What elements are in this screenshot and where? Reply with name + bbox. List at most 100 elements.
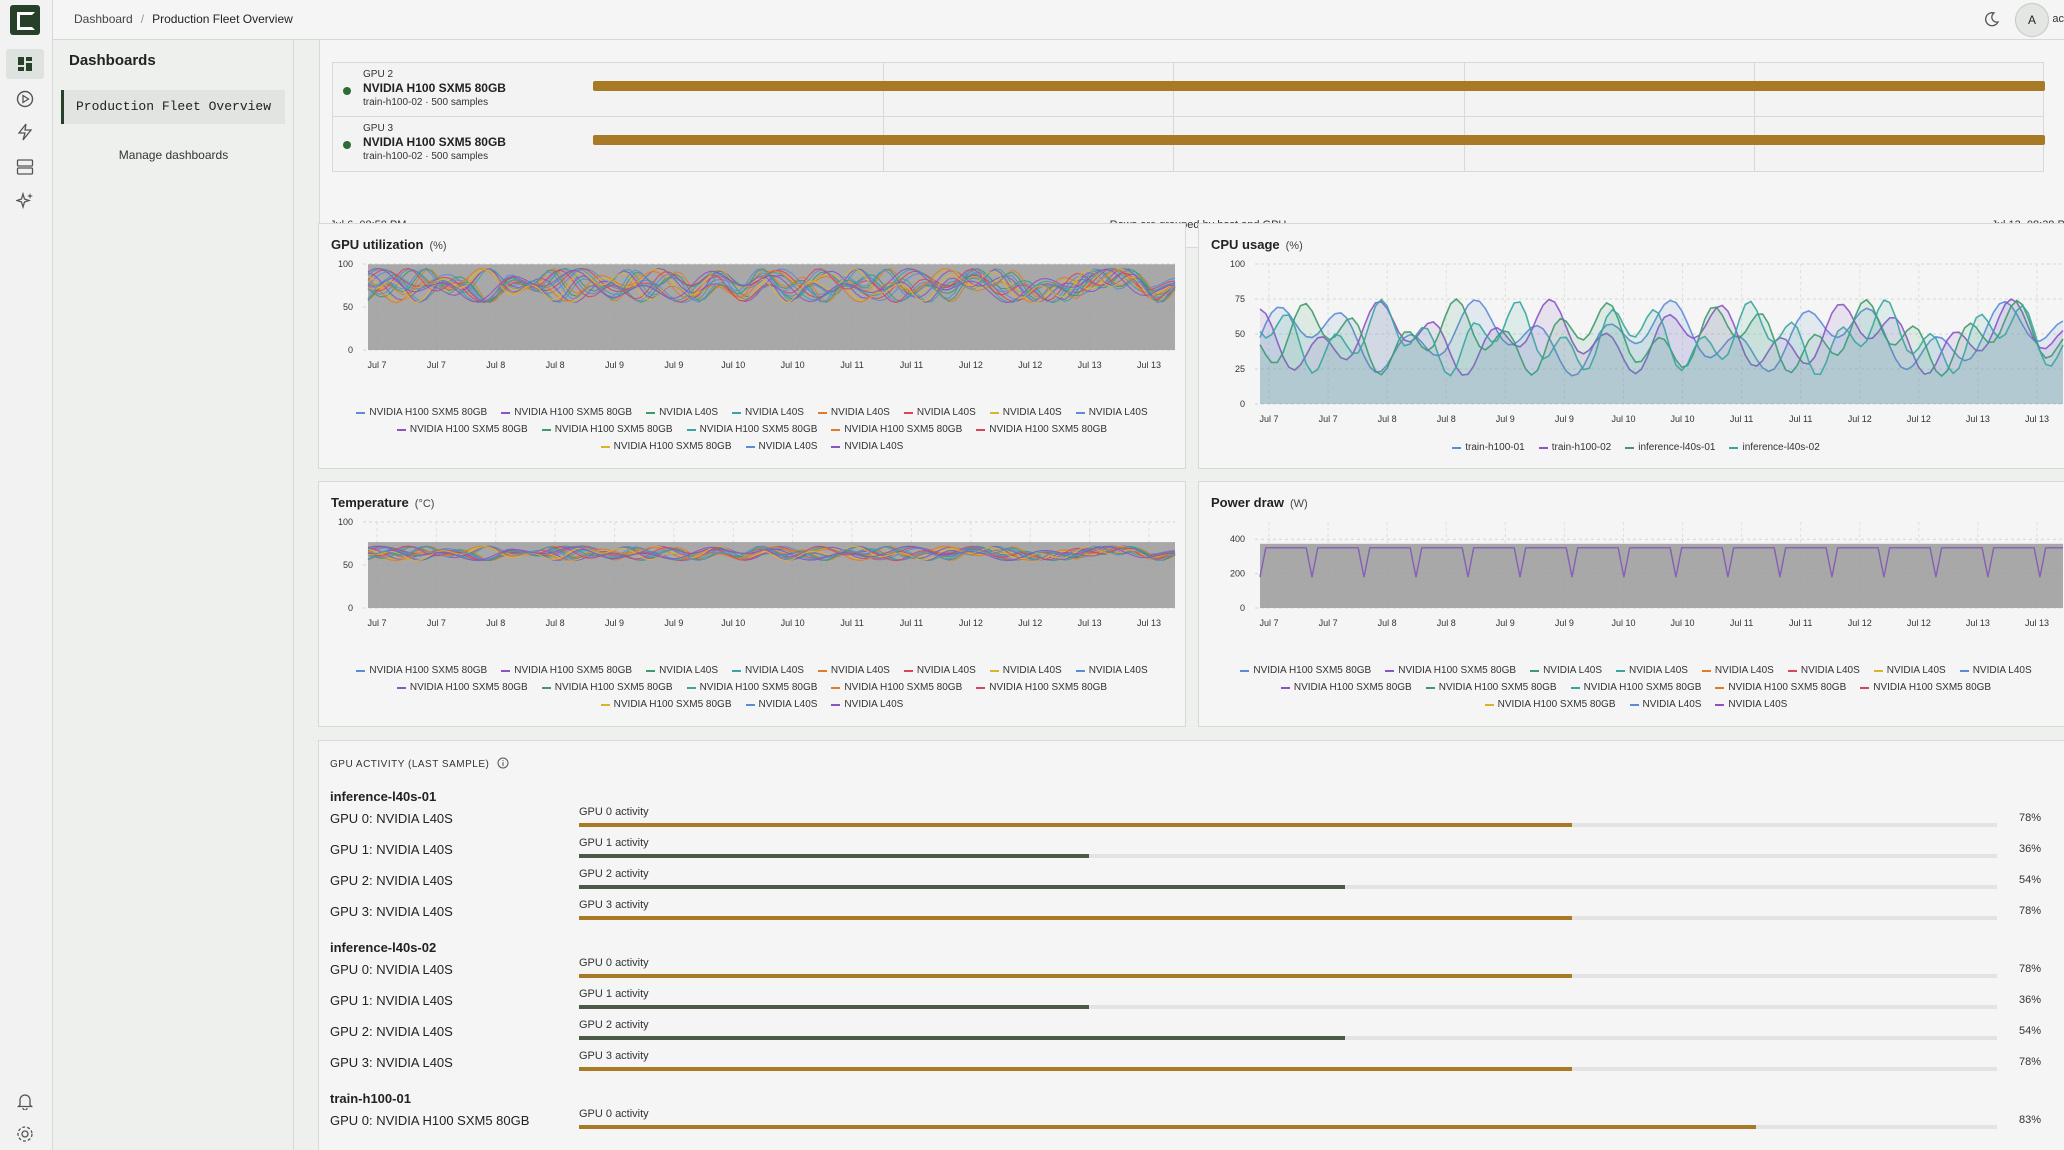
legend-item[interactable]: NVIDIA H100 SXM5 80GB xyxy=(396,682,528,693)
lightning-icon[interactable] xyxy=(13,120,37,144)
panel-unit: (°C) xyxy=(414,498,435,510)
x-tick-label: Jul 12 xyxy=(1907,618,1931,628)
legend-item[interactable]: NVIDIA H100 SXM5 80GB xyxy=(356,407,487,418)
legend-item[interactable]: NVIDIA L40S xyxy=(817,407,890,418)
activity-percent: 78% xyxy=(2019,812,2042,824)
legend-item[interactable]: NVIDIA H100 SXM5 80GB xyxy=(1570,682,1701,693)
legend-item[interactable]: NVIDIA L40S xyxy=(817,665,890,676)
legend-item[interactable]: NVIDIA L40S xyxy=(1075,407,1148,418)
legend-label: NVIDIA H100 SXM5 80GB xyxy=(989,682,1108,693)
legend-item[interactable]: NVIDIA L40S xyxy=(1873,665,1946,676)
manage-dashboards-link[interactable]: Manage dashboards xyxy=(118,148,229,162)
x-tick-label: Jul 8 xyxy=(546,618,565,628)
fleet-row[interactable]: GPU 3 NVIDIA H100 SXM5 80GB train-h100-0… xyxy=(332,117,2045,172)
info-icon[interactable] xyxy=(497,757,509,769)
legend-item[interactable]: NVIDIA L40S xyxy=(732,665,804,676)
y-tick-label: 50 xyxy=(343,302,353,312)
legend-item[interactable]: inference-l40s-01 xyxy=(1625,442,1715,453)
x-tick-label: Jul 12 xyxy=(959,360,983,370)
legend-item[interactable]: NVIDIA H100 SXM5 80GB xyxy=(831,424,962,435)
legend-item[interactable]: NVIDIA H100 SXM5 80GB xyxy=(1240,665,1371,676)
bell-icon[interactable] xyxy=(13,1089,37,1113)
legend-item[interactable]: NVIDIA L40S xyxy=(831,441,903,452)
legend-item[interactable]: NVIDIA L40S xyxy=(903,407,976,418)
activity-fill xyxy=(579,854,1090,858)
legend-item[interactable]: inference-l40s-02 xyxy=(1729,442,1820,453)
gpu-index: GPU 2 xyxy=(363,69,394,80)
legend-item[interactable]: NVIDIA L40S xyxy=(745,699,817,710)
legend-item[interactable]: NVIDIA H100 SXM5 80GB xyxy=(600,441,732,452)
legend-item[interactable]: NVIDIA L40S xyxy=(1787,665,1860,676)
legend-item[interactable]: NVIDIA H100 SXM5 80GB xyxy=(1425,682,1557,693)
legend-item[interactable]: train-h100-01 xyxy=(1452,442,1525,453)
legend-item[interactable]: NVIDIA L40S xyxy=(1629,699,1701,710)
legend-item[interactable]: NVIDIA H100 SXM5 80GB xyxy=(1385,665,1516,676)
series-area xyxy=(1260,299,2063,404)
legend-item[interactable]: NVIDIA L40S xyxy=(646,407,718,418)
legend-item[interactable]: NVIDIA H100 SXM5 80GB xyxy=(396,424,528,435)
legend-item[interactable]: NVIDIA L40S xyxy=(903,665,976,676)
legend-item[interactable]: NVIDIA L40S xyxy=(1075,665,1148,676)
legend-item[interactable]: NVIDIA L40S xyxy=(1959,665,2032,676)
legend-item[interactable]: NVIDIA H100 SXM5 80GB xyxy=(1860,682,1991,693)
x-tick-label: Jul 9 xyxy=(605,360,624,370)
chart-legend: NVIDIA H100 SXM5 80GB NVIDIA H100 SXM5 80… xyxy=(319,662,1185,713)
legend-item[interactable]: NVIDIA L40S xyxy=(831,699,903,710)
legend-item[interactable]: NVIDIA L40S xyxy=(989,665,1062,676)
legend-item[interactable]: NVIDIA L40S xyxy=(745,441,817,452)
legend-item[interactable]: train-h100-02 xyxy=(1538,442,1611,453)
legend-item[interactable]: NVIDIA H100 SXM5 80GB xyxy=(831,682,962,693)
theme-toggle-icon[interactable] xyxy=(1982,10,2000,33)
legend-item[interactable]: NVIDIA L40S xyxy=(1616,665,1688,676)
legend-item[interactable]: NVIDIA H100 SXM5 80GB xyxy=(1715,682,1846,693)
temperature-chart[interactable]: 0 50 100 Jul 7 Jul 7 Jul 8 Jul 8 Jul 9 Jul 9 Jul … xyxy=(319,482,1187,728)
legend-item[interactable]: NVIDIA H100 SXM5 80GB xyxy=(356,665,487,676)
legend-item[interactable]: NVIDIA L40S xyxy=(646,665,718,676)
legend-item[interactable]: NVIDIA H100 SXM5 80GB xyxy=(541,682,673,693)
legend-item[interactable]: NVIDIA H100 SXM5 80GB xyxy=(541,424,673,435)
series-line xyxy=(367,545,1176,562)
legend-item[interactable]: NVIDIA H100 SXM5 80GB xyxy=(501,407,632,418)
cpu-usage-chart[interactable]: 0 25 50 75 100 Jul 7 Jul 7 Jul 8 Jul 8 Jul 9 Jul 9… xyxy=(1199,224,2064,470)
legend-item[interactable]: NVIDIA H100 SXM5 80GB xyxy=(501,665,632,676)
sidebar-item-production-fleet[interactable]: Production Fleet Overview xyxy=(61,90,285,124)
gpu-utilization-chart[interactable]: 0 50 100 Jul 7 Jul 7 Jul 8 Jul 8 Jul 9 Jul 9 Jul … xyxy=(319,224,1187,470)
activity-percent: 83% xyxy=(2019,1114,2042,1126)
timeline-bar[interactable] xyxy=(593,135,2045,145)
x-tick-label: Jul 13 xyxy=(1078,360,1102,370)
dashboard-icon[interactable] xyxy=(6,49,44,79)
legend-item[interactable]: NVIDIA H100 SXM5 80GB xyxy=(686,424,817,435)
x-tick-label: Jul 10 xyxy=(781,360,805,370)
fleet-row[interactable]: GPU 2 NVIDIA H100 SXM5 80GB train-h100-0… xyxy=(332,62,2045,118)
legend-item[interactable]: NVIDIA L40S xyxy=(732,407,804,418)
avatar[interactable]: A xyxy=(2015,3,2049,37)
user-name[interactable]: ac xyxy=(2052,13,2064,25)
app-logo-icon[interactable] xyxy=(10,5,40,35)
sparkles-icon[interactable] xyxy=(13,189,37,213)
gear-icon[interactable] xyxy=(13,1122,37,1146)
legend-item[interactable]: NVIDIA L40S xyxy=(1715,699,1787,710)
activity-title: GPU ACTIVITY (LAST SAMPLE) xyxy=(330,757,509,770)
x-tick-label: Jul 8 xyxy=(1437,414,1456,424)
legend-item[interactable]: NVIDIA H100 SXM5 80GB xyxy=(976,424,1107,435)
legend-label: NVIDIA H100 SXM5 80GB xyxy=(1438,682,1557,693)
legend-label: NVIDIA L40S xyxy=(1886,665,1946,676)
timeline-bar[interactable] xyxy=(593,81,2045,91)
legend-item[interactable]: NVIDIA L40S xyxy=(989,407,1062,418)
series-area xyxy=(1260,299,2063,404)
legend-item[interactable]: NVIDIA H100 SXM5 80GB xyxy=(1484,699,1616,710)
legend-item[interactable]: NVIDIA H100 SXM5 80GB xyxy=(976,682,1107,693)
legend-item[interactable]: NVIDIA H100 SXM5 80GB xyxy=(1280,682,1412,693)
breadcrumb-root[interactable]: Dashboard xyxy=(74,12,133,26)
power-draw-chart[interactable]: 0 200 400 Jul 7 Jul 7 Jul 8 Jul 8 Jul 9 Jul 9 Jul… xyxy=(1199,482,2064,728)
legend-item[interactable]: NVIDIA H100 SXM5 80GB xyxy=(686,682,817,693)
legend-item[interactable]: NVIDIA L40S xyxy=(1701,665,1774,676)
legend-swatch xyxy=(831,703,841,706)
legend-item[interactable]: NVIDIA H100 SXM5 80GB xyxy=(600,699,732,710)
server-icon[interactable] xyxy=(13,155,37,179)
legend-swatch xyxy=(1538,446,1548,449)
play-circle-icon[interactable] xyxy=(13,87,37,111)
host-name: train-h100-01 xyxy=(330,1091,411,1106)
series-line xyxy=(367,545,1175,562)
legend-item[interactable]: NVIDIA L40S xyxy=(1530,665,1602,676)
